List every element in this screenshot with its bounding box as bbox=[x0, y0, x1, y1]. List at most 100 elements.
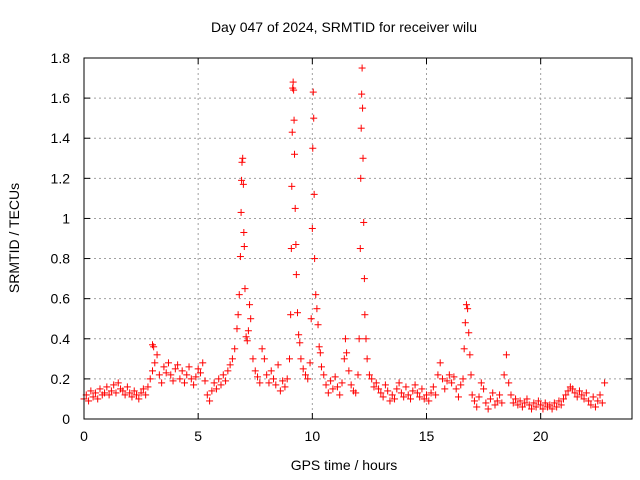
data-point bbox=[190, 381, 198, 389]
data-point bbox=[585, 397, 593, 405]
data-point bbox=[397, 389, 405, 397]
data-point bbox=[580, 395, 588, 403]
data-point bbox=[201, 377, 209, 385]
data-point bbox=[356, 245, 364, 253]
data-point bbox=[450, 373, 458, 381]
data-point bbox=[135, 395, 143, 403]
data-point bbox=[203, 391, 211, 399]
data-point bbox=[178, 367, 186, 375]
data-point bbox=[314, 321, 322, 329]
grid bbox=[84, 58, 632, 419]
data-point bbox=[287, 245, 295, 253]
data-point bbox=[491, 401, 499, 409]
data-point bbox=[208, 387, 216, 395]
data-point bbox=[228, 355, 236, 363]
data-point bbox=[560, 395, 567, 403]
data-point bbox=[358, 64, 366, 72]
data-point bbox=[313, 305, 321, 313]
data-point bbox=[320, 371, 328, 379]
data-point bbox=[562, 391, 570, 399]
data-point bbox=[260, 355, 268, 363]
data-point bbox=[308, 224, 316, 232]
data-point bbox=[309, 144, 317, 152]
data-point bbox=[286, 355, 293, 363]
data-point bbox=[176, 375, 184, 383]
data-point bbox=[493, 397, 501, 405]
data-point bbox=[347, 381, 355, 389]
data-point bbox=[555, 397, 563, 405]
data-point bbox=[317, 363, 325, 371]
data-point bbox=[114, 379, 122, 387]
data-point bbox=[360, 218, 368, 226]
data-point bbox=[240, 243, 248, 251]
data-point bbox=[391, 395, 399, 403]
data-point bbox=[276, 387, 284, 395]
y-axis-ticks: 0 0.2 0.4 0.6 0.8 1 1.2 1.4 1.6 1.8 bbox=[51, 50, 632, 427]
data-point bbox=[518, 403, 526, 411]
data-point bbox=[243, 337, 251, 345]
data-point bbox=[192, 373, 200, 381]
data-point bbox=[329, 385, 337, 393]
data-point bbox=[110, 381, 118, 389]
data-point bbox=[448, 379, 456, 387]
data-point bbox=[299, 365, 307, 373]
data-point bbox=[525, 401, 533, 409]
data-point bbox=[215, 375, 223, 383]
data-point bbox=[546, 401, 554, 409]
data-point bbox=[105, 391, 113, 399]
data-point bbox=[445, 371, 453, 379]
y-tick-label: 0 bbox=[62, 411, 70, 427]
data-point bbox=[354, 371, 362, 379]
data-point bbox=[601, 379, 609, 387]
data-point bbox=[598, 399, 606, 407]
data-point bbox=[144, 383, 152, 391]
data-point bbox=[370, 383, 378, 391]
data-point bbox=[589, 393, 597, 401]
data-point bbox=[263, 371, 271, 379]
data-point bbox=[594, 397, 602, 405]
data-point bbox=[416, 393, 424, 401]
data-point bbox=[331, 373, 339, 381]
data-point bbox=[119, 387, 127, 395]
data-point bbox=[413, 389, 421, 397]
data-point bbox=[379, 393, 387, 401]
data-point bbox=[564, 387, 572, 395]
data-point bbox=[96, 385, 104, 393]
data-point bbox=[304, 375, 312, 383]
data-point bbox=[288, 182, 296, 190]
x-tick-label: 20 bbox=[533, 428, 549, 444]
data-point bbox=[375, 385, 383, 393]
data-point bbox=[407, 395, 415, 403]
data-point bbox=[238, 158, 246, 166]
data-point bbox=[512, 395, 520, 403]
data-point bbox=[210, 379, 218, 387]
data-point bbox=[357, 124, 365, 132]
data-point bbox=[521, 399, 529, 407]
x-axis-ticks: 0 5 10 15 20 bbox=[80, 58, 549, 444]
data-point bbox=[534, 397, 542, 405]
data-point bbox=[505, 379, 513, 387]
data-point bbox=[477, 379, 485, 387]
data-point bbox=[293, 309, 301, 317]
data-point bbox=[386, 397, 394, 405]
x-axis-label: GPS time / hours bbox=[291, 457, 398, 473]
data-point bbox=[226, 361, 234, 369]
data-point bbox=[287, 311, 295, 319]
data-point bbox=[121, 391, 129, 399]
data-point bbox=[509, 399, 517, 407]
data-point bbox=[162, 369, 170, 377]
data-point bbox=[235, 291, 243, 299]
data-point bbox=[139, 385, 147, 393]
data-point bbox=[464, 305, 472, 313]
data-point bbox=[466, 351, 474, 359]
data-point bbox=[418, 385, 426, 393]
data-point bbox=[212, 385, 220, 393]
data-point bbox=[457, 381, 465, 389]
data-point bbox=[258, 345, 266, 353]
data-point bbox=[368, 375, 376, 383]
data-point bbox=[484, 405, 492, 413]
data-point bbox=[206, 397, 214, 405]
data-point bbox=[256, 379, 264, 387]
data-point bbox=[395, 379, 403, 387]
data-point bbox=[309, 88, 317, 96]
